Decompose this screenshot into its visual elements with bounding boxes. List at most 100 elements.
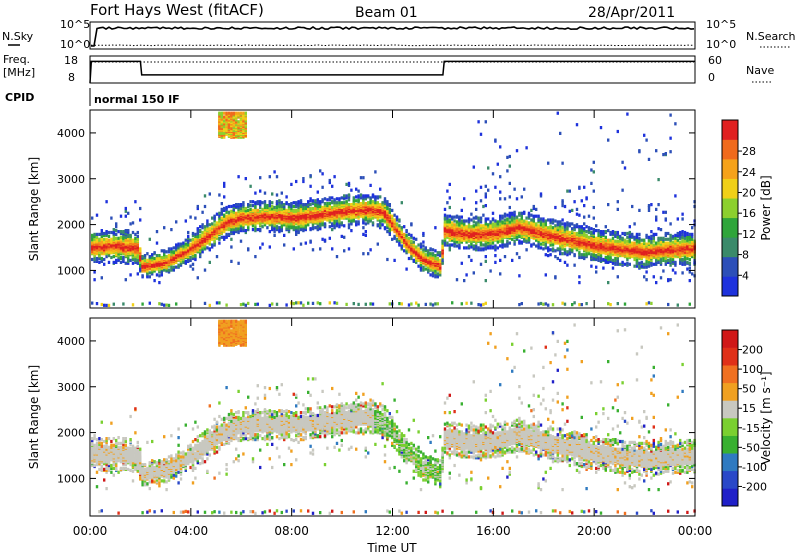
power-cell	[218, 111, 221, 115]
power-cell	[100, 229, 103, 233]
power-cell	[465, 273, 468, 277]
power-cell	[578, 232, 581, 236]
power-cell	[364, 194, 367, 198]
power-cell	[350, 188, 353, 192]
power-cell	[203, 194, 207, 198]
power-cell	[302, 177, 305, 181]
power-cell	[112, 228, 115, 232]
power-cell	[559, 220, 562, 224]
power-cell	[595, 254, 598, 258]
power-cell	[254, 255, 257, 259]
power-cell	[563, 228, 567, 232]
power-cell	[136, 230, 139, 235]
power-cell	[381, 208, 384, 212]
power-cell	[158, 254, 161, 258]
power-cell	[607, 203, 610, 207]
power-cell	[223, 135, 226, 139]
power-cell	[290, 206, 293, 211]
power-cell	[568, 222, 571, 226]
power-cell	[563, 222, 567, 226]
power-cell	[489, 236, 492, 240]
power-cell	[280, 191, 283, 195]
power-cell	[364, 217, 367, 221]
power-cell	[431, 264, 435, 268]
power-cell	[242, 201, 245, 205]
power-cell	[439, 251, 442, 255]
power-cell	[225, 111, 228, 115]
power-cell	[559, 238, 562, 242]
power-cell	[299, 301, 303, 305]
power-cell	[520, 240, 523, 244]
power-cell	[98, 260, 101, 264]
power-cell	[499, 145, 502, 149]
power-cell	[273, 223, 276, 227]
power-cell	[244, 128, 247, 133]
power-cell	[268, 200, 271, 204]
power-cell	[422, 268, 425, 272]
power-cell	[393, 226, 396, 230]
power-cell	[129, 258, 132, 262]
power-cell	[611, 244, 615, 248]
power-cell	[479, 230, 483, 234]
power-cell	[136, 234, 139, 238]
power-cell	[328, 236, 331, 240]
power-cell	[232, 111, 235, 115]
power-cell	[367, 201, 370, 205]
power-cell	[107, 260, 111, 264]
power-cell	[472, 216, 475, 220]
power-cell	[203, 237, 207, 241]
power-cell	[131, 244, 135, 248]
power-cell	[597, 230, 600, 235]
power-cell	[453, 223, 456, 227]
power-cell	[179, 259, 183, 263]
power-cell	[405, 237, 408, 241]
noise-right-tick-high: 10^5	[706, 18, 736, 31]
power-cell	[309, 197, 312, 201]
power-cell	[405, 241, 408, 245]
power-cell	[244, 303, 247, 307]
power-cell	[472, 271, 475, 275]
power-cell	[251, 221, 255, 225]
power-cell	[559, 229, 562, 233]
power-cell	[259, 200, 262, 204]
power-cell	[429, 267, 432, 271]
power-cell	[547, 246, 550, 250]
power-cell	[196, 245, 199, 249]
power-cell	[345, 196, 348, 200]
power-cell	[561, 222, 564, 226]
power-cell	[400, 201, 403, 205]
power-cell	[129, 273, 132, 277]
power-cell	[187, 243, 190, 247]
power-cell	[143, 255, 147, 260]
power-cell	[316, 210, 319, 214]
power-cell	[391, 214, 394, 218]
power-cell	[167, 254, 171, 258]
power-cell	[196, 234, 199, 238]
power-cell	[177, 242, 180, 246]
power-cell	[151, 266, 154, 270]
power-cell	[328, 225, 331, 229]
power-cell	[311, 226, 315, 230]
power-cell	[237, 216, 240, 220]
power-cell	[479, 199, 483, 203]
power-cell	[239, 123, 243, 127]
power-cell	[340, 212, 343, 216]
power-cell	[503, 197, 507, 201]
power-cell	[525, 216, 528, 220]
power-cell	[179, 263, 183, 267]
power-cell	[155, 241, 159, 245]
power-cell	[518, 303, 521, 307]
power-cell	[374, 197, 377, 201]
power-cell	[146, 258, 149, 262]
power-cell	[316, 224, 319, 228]
power-cell	[136, 260, 139, 264]
power-cell	[223, 235, 226, 239]
power-cell	[614, 262, 617, 266]
power-cell	[448, 248, 451, 252]
power-cell	[191, 237, 195, 241]
power-cell	[585, 252, 588, 256]
power-cell	[568, 189, 571, 193]
power-cell	[520, 213, 523, 217]
power-cell	[290, 202, 293, 206]
power-cell	[484, 279, 487, 283]
